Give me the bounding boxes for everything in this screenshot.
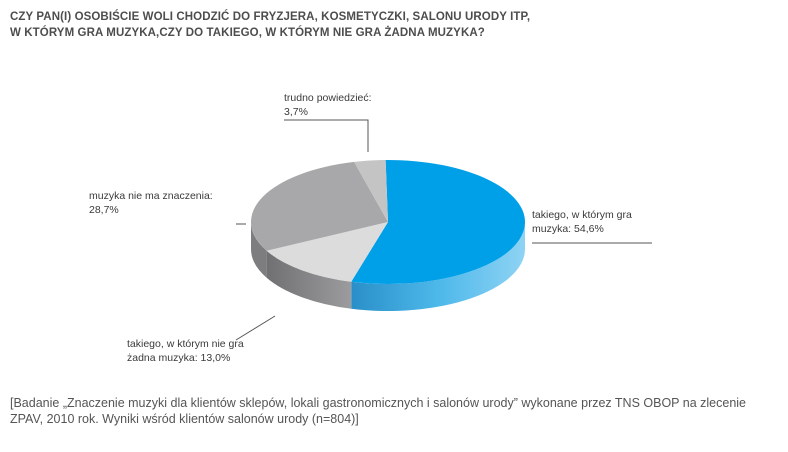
slice-label-line: muzyka: 54,6% <box>532 223 604 235</box>
pie-slice-2 <box>266 222 388 282</box>
source-footnote: [Badanie „Znaczenie muzyki dla klientów … <box>10 395 780 427</box>
pie-slice-3 <box>250 161 388 251</box>
source-footnote-line-1: [Badanie „Znaczenie muzyki dla klientów … <box>10 396 747 410</box>
leader-line-2 <box>235 315 276 341</box>
slice-labels: takiego, w którym gra muzyka: 54,6%takieg… <box>89 92 632 364</box>
pie-slice-side-2 <box>266 250 352 309</box>
pie-sides <box>251 222 525 311</box>
chart-title-line-1: CZY PAN(I) OSOBIŚCIE WOLI CHODZIĆ DO FRY… <box>10 11 531 23</box>
leader-lines <box>235 119 652 341</box>
pie-slice-side-1 <box>351 222 525 311</box>
slice-label-1: takiego, w którym gra muzyka: 54,6% <box>532 209 632 235</box>
pie-tops <box>250 160 526 284</box>
leader-line-4 <box>284 119 369 152</box>
pie-slice-4 <box>354 160 388 222</box>
chart-title: CZY PAN(I) OSOBIŚCIE WOLI CHODZIĆ DO FRY… <box>10 10 650 41</box>
pie-slice-side-3 <box>251 222 267 278</box>
slice-label-4: trudno powiedzieć: 3,7% <box>284 92 372 118</box>
slice-label-line: takiego, w którym gra <box>532 209 632 221</box>
source-footnote-line-2: ZPAV, 2010 rok. Wyniki wśród klientów sa… <box>10 412 359 426</box>
slice-label-line: 28,7% <box>89 204 119 216</box>
slice-label-3: muzyka nie ma znaczenia: 28,7% <box>89 190 213 216</box>
chart-title-line-2: W KTÓRYM GRA MUZYKA,CZY DO TAKIEGO, W KT… <box>10 26 485 39</box>
slice-label-line: trudno powiedzieć: <box>284 92 372 104</box>
slice-label-line: takiego, w którym nie gra <box>127 338 244 350</box>
pie-slice-1 <box>351 160 526 284</box>
slice-label-line: 3,7% <box>284 106 308 118</box>
slice-label-2: takiego, w którym nie gra żadna muzyka: 1… <box>127 338 244 364</box>
slice-label-line: muzyka nie ma znaczenia: <box>89 190 213 202</box>
slice-label-line: żadna muzyka: 13,0% <box>127 352 230 364</box>
